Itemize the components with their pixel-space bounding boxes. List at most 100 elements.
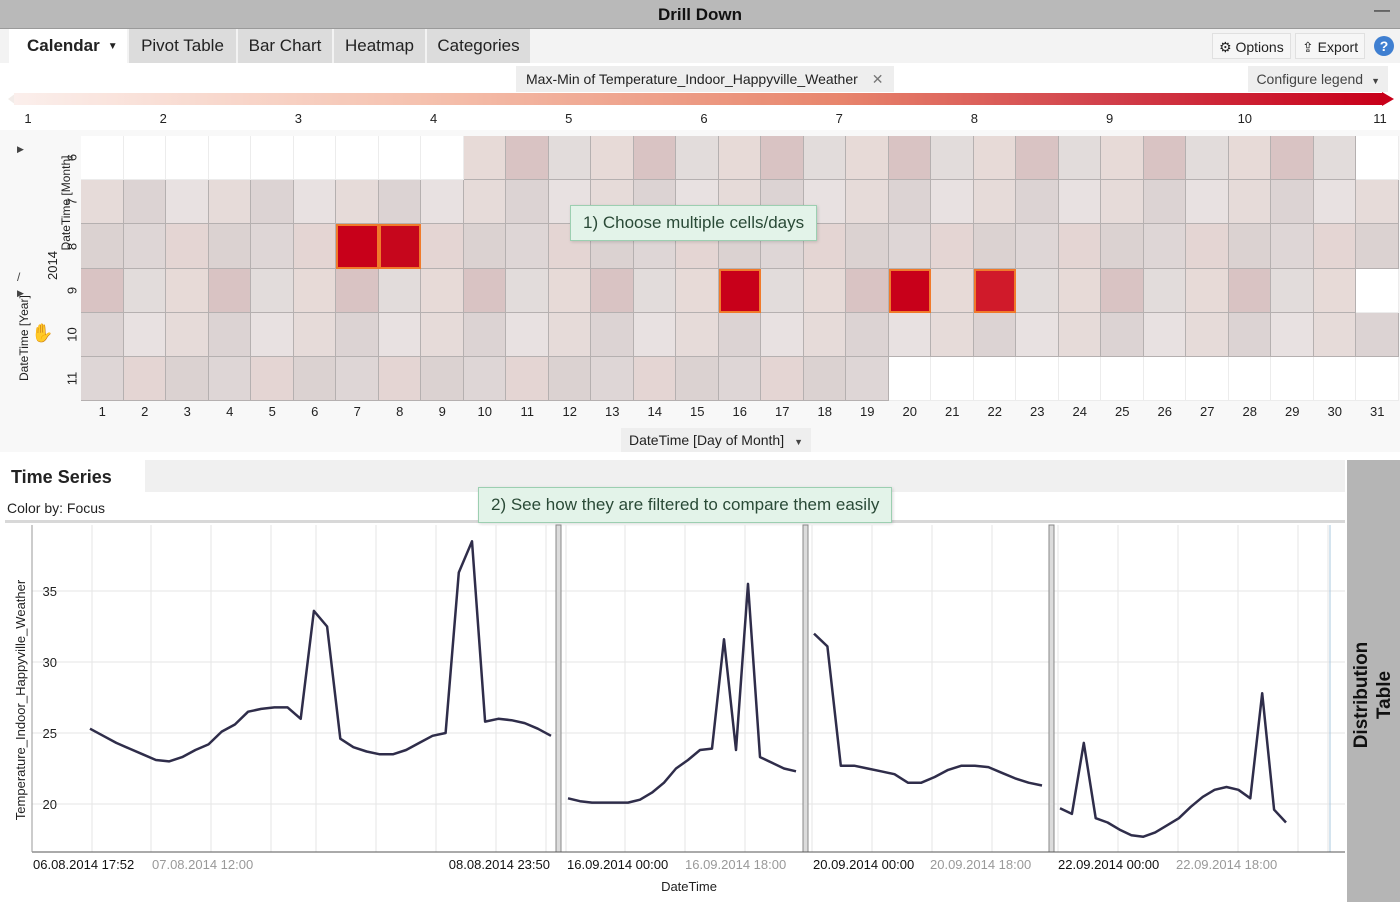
heatmap-cell[interactable] xyxy=(1313,136,1356,181)
heatmap-cell[interactable] xyxy=(1143,180,1186,225)
heatmap-cell[interactable] xyxy=(1228,180,1271,225)
heatmap-cell[interactable] xyxy=(591,268,634,313)
heatmap-cell[interactable] xyxy=(761,268,804,313)
heatmap-cell[interactable] xyxy=(931,312,974,357)
heatmap-cell[interactable] xyxy=(293,180,336,225)
heatmap-cell[interactable] xyxy=(676,268,719,313)
heatmap-cell[interactable] xyxy=(208,357,251,402)
heatmap-cell[interactable] xyxy=(1058,224,1101,269)
close-icon[interactable]: ✕ xyxy=(871,71,884,87)
chevron-right-icon[interactable]: ▶ xyxy=(17,144,24,154)
heatmap-cell[interactable] xyxy=(888,136,931,181)
heatmap-cell[interactable] xyxy=(931,136,974,181)
color-by-label[interactable]: Color by: Focus xyxy=(7,500,106,516)
heatmap-cell[interactable] xyxy=(81,180,124,225)
heatmap-cell-selected[interactable] xyxy=(378,224,421,269)
heatmap-cell[interactable] xyxy=(506,357,549,402)
heatmap-cell[interactable] xyxy=(676,312,719,357)
heatmap-cell[interactable] xyxy=(676,357,719,402)
heatmap-cell[interactable] xyxy=(166,180,209,225)
heatmap-cell[interactable] xyxy=(1101,180,1144,225)
heatmap-cell[interactable] xyxy=(1313,268,1356,313)
heatmap-cell[interactable] xyxy=(846,136,889,181)
heatmap-cell[interactable] xyxy=(1058,136,1101,181)
heatmap-cell[interactable] xyxy=(421,180,464,225)
chevron-right-icon[interactable]: ▶ xyxy=(17,288,24,298)
configure-legend-button[interactable]: Configure legend ▼ xyxy=(1248,66,1388,92)
heatmap-cell[interactable] xyxy=(336,180,379,225)
heatmap-cell[interactable] xyxy=(463,312,506,357)
heatmap-cell[interactable] xyxy=(421,268,464,313)
heatmap-cell[interactable] xyxy=(208,268,251,313)
heatmap-cell[interactable] xyxy=(208,224,251,269)
heatmap-cell[interactable] xyxy=(123,180,166,225)
minimize-icon[interactable]: — xyxy=(1374,2,1390,19)
heatmap-cell[interactable] xyxy=(931,268,974,313)
heatmap-cell[interactable] xyxy=(81,268,124,313)
heatmap-cell[interactable] xyxy=(1186,268,1229,313)
heatmap-cell[interactable] xyxy=(633,136,676,181)
heatmap-cell-selected[interactable] xyxy=(973,268,1016,313)
heatmap-cell[interactable] xyxy=(973,136,1016,181)
heatmap-cell[interactable] xyxy=(1016,180,1059,225)
heatmap-cell[interactable] xyxy=(1271,268,1314,313)
heatmap-cell[interactable] xyxy=(1313,312,1356,357)
heatmap-cell[interactable] xyxy=(1271,312,1314,357)
heatmap-cell[interactable] xyxy=(1101,312,1144,357)
heatmap-cell[interactable] xyxy=(846,180,889,225)
tab-heatmap[interactable]: Heatmap xyxy=(334,29,427,63)
y-axis-year-label[interactable]: DateTime [Year] xyxy=(17,295,31,381)
heatmap-cell[interactable] xyxy=(591,357,634,402)
legend-min-handle[interactable] xyxy=(8,93,16,105)
heatmap-cell[interactable] xyxy=(931,180,974,225)
heatmap-cell-selected[interactable] xyxy=(888,268,931,313)
heatmap-cell[interactable] xyxy=(1186,136,1229,181)
heatmap-cell[interactable] xyxy=(633,312,676,357)
heatmap-cell[interactable] xyxy=(548,268,591,313)
heatmap-cell[interactable] xyxy=(506,312,549,357)
heatmap-cell[interactable] xyxy=(1016,268,1059,313)
heatmap-cell[interactable] xyxy=(1101,268,1144,313)
heatmap-cell[interactable] xyxy=(931,224,974,269)
tab-bar-chart[interactable]: Bar Chart xyxy=(238,29,334,63)
heatmap-cell[interactable] xyxy=(463,224,506,269)
heatmap-cell[interactable] xyxy=(591,136,634,181)
heatmap-cell[interactable] xyxy=(761,312,804,357)
heatmap-cell[interactable] xyxy=(1271,180,1314,225)
heatmap-cell[interactable] xyxy=(166,224,209,269)
heatmap-cell[interactable] xyxy=(1271,136,1314,181)
heatmap-cell[interactable] xyxy=(761,136,804,181)
heatmap-cell[interactable] xyxy=(378,312,421,357)
heatmap-cell[interactable] xyxy=(123,268,166,313)
heatmap-cell[interactable] xyxy=(1356,312,1399,357)
heatmap-cell[interactable] xyxy=(123,312,166,357)
heatmap-cell[interactable] xyxy=(506,224,549,269)
heatmap-cell[interactable] xyxy=(463,268,506,313)
heatmap-cell[interactable] xyxy=(633,357,676,402)
heatmap-cell[interactable] xyxy=(1356,224,1399,269)
heatmap-cell[interactable] xyxy=(421,224,464,269)
heatmap-cell[interactable] xyxy=(1356,180,1399,225)
time-series-title[interactable]: Time Series xyxy=(0,460,145,492)
heatmap-cell[interactable] xyxy=(463,357,506,402)
heatmap-cell[interactable] xyxy=(251,224,294,269)
heatmap-cell[interactable] xyxy=(378,268,421,313)
heatmap-cell[interactable] xyxy=(1271,224,1314,269)
heatmap-cell[interactable] xyxy=(1016,136,1059,181)
heatmap-cell[interactable] xyxy=(293,357,336,402)
heatmap-cell[interactable] xyxy=(1228,312,1271,357)
y-axis-month-label[interactable]: DateTime [Month] xyxy=(59,155,73,251)
heatmap-cell[interactable] xyxy=(251,312,294,357)
heatmap-cell[interactable] xyxy=(846,312,889,357)
legend-measure-pill[interactable]: Max-Min of Temperature_Indoor_Happyville… xyxy=(516,66,894,92)
heatmap-cell[interactable] xyxy=(166,312,209,357)
heatmap-cell[interactable] xyxy=(1186,180,1229,225)
tab-categories[interactable]: Categories xyxy=(427,29,532,63)
heatmap-cell[interactable] xyxy=(803,136,846,181)
heatmap-cell[interactable] xyxy=(81,224,124,269)
heatmap-cell[interactable] xyxy=(548,312,591,357)
tab-calendar[interactable]: Calendar ▼ xyxy=(9,29,129,63)
heatmap-cell[interactable] xyxy=(506,180,549,225)
heatmap-cell[interactable] xyxy=(208,312,251,357)
heatmap-cell[interactable] xyxy=(803,357,846,402)
